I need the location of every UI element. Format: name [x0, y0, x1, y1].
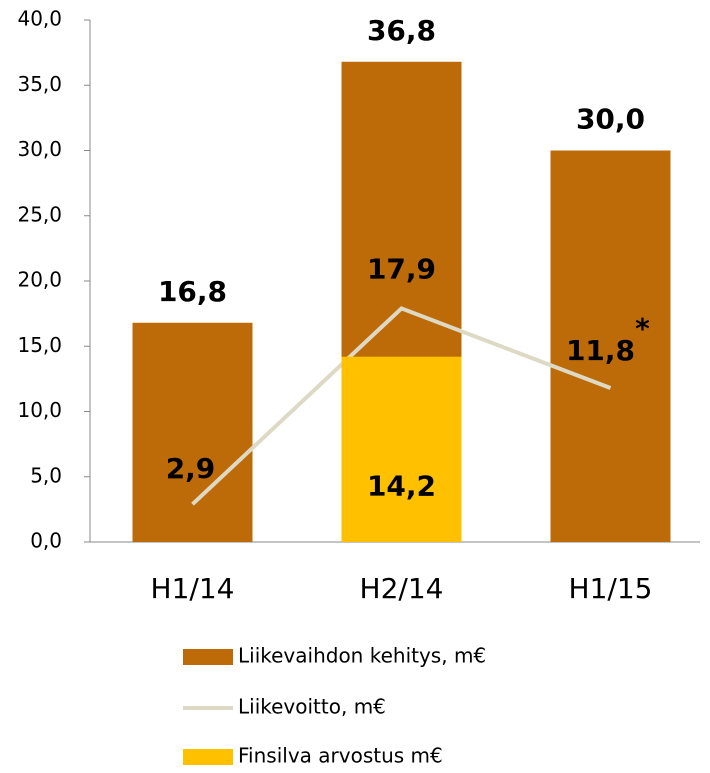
data-label: 30,0: [576, 103, 645, 136]
y-tick-label: 10,0: [17, 398, 62, 422]
y-tick-label: 40,0: [17, 7, 62, 31]
data-label: 36,8: [367, 14, 436, 47]
y-tick-label: 35,0: [17, 72, 62, 96]
legend-swatch: [183, 649, 233, 665]
data-label: 11,8: [566, 334, 635, 367]
line: [191, 306, 612, 506]
x-tick-label: H1/15: [569, 572, 653, 605]
y-tick-label: 30,0: [17, 137, 62, 161]
bar: [341, 356, 462, 542]
legend-label: Liikevaihdon kehitys, m€: [238, 644, 486, 668]
legend-swatch: [183, 749, 233, 765]
y-tick-label: 5,0: [30, 463, 62, 487]
y-tick-label: 20,0: [17, 268, 62, 292]
data-label: 14,2: [367, 469, 436, 502]
y-tick-label: 25,0: [17, 202, 62, 226]
data-label: 16,8: [158, 275, 227, 308]
data-label: 17,9: [367, 252, 436, 285]
annotation: *: [635, 312, 650, 345]
bar: [550, 150, 671, 542]
x-tick-label: H1/14: [151, 572, 235, 605]
legend-label: Liikevoitto, m€: [238, 695, 386, 719]
legend-label: Finsilva arvostus m€: [238, 744, 443, 768]
y-tick-label: 15,0: [17, 333, 62, 357]
y-tick-label: 0,0: [30, 529, 62, 553]
bar: [132, 322, 253, 542]
x-tick-label: H2/14: [360, 572, 444, 605]
data-label: 2,9: [166, 452, 216, 485]
